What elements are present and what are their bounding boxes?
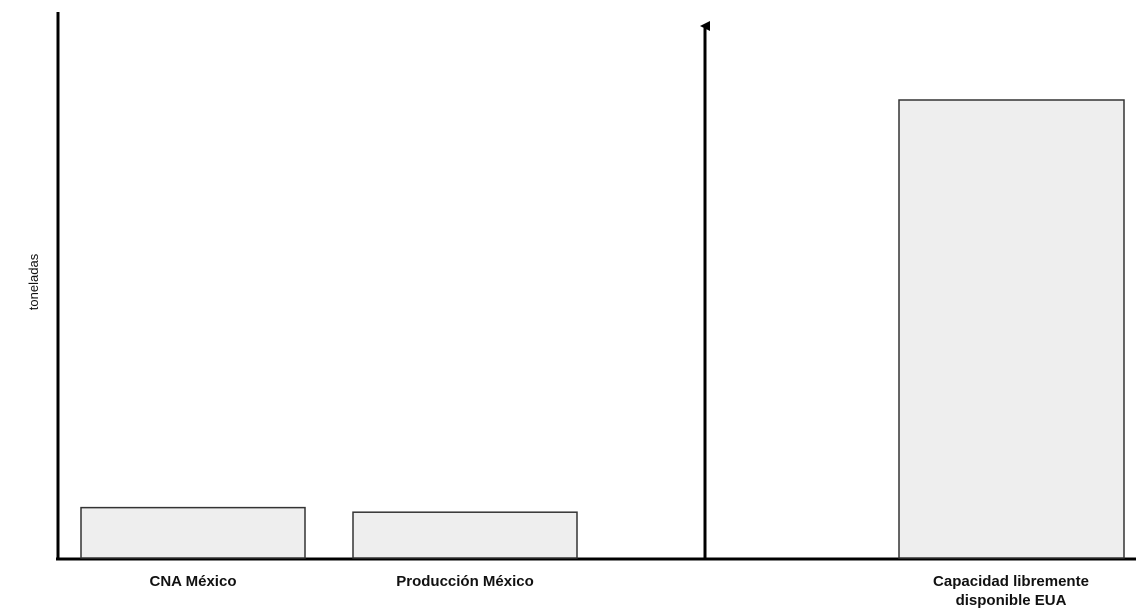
category-label-1: CNA México [150, 573, 237, 590]
bar-3 [898, 99, 1125, 559]
category-label-3-line-2: disponible EUA [956, 592, 1067, 608]
category-label-2: Producción México [396, 573, 534, 590]
category-label-3-line-1: Capacidad libremente [933, 573, 1089, 590]
bars-group [80, 99, 1125, 559]
bar-2 [352, 511, 578, 559]
y-axis-label: toneladas [26, 253, 41, 310]
bar-1 [80, 506, 306, 559]
category-labels-group: CNA México Producción México Capacidad lib… [150, 573, 1089, 608]
